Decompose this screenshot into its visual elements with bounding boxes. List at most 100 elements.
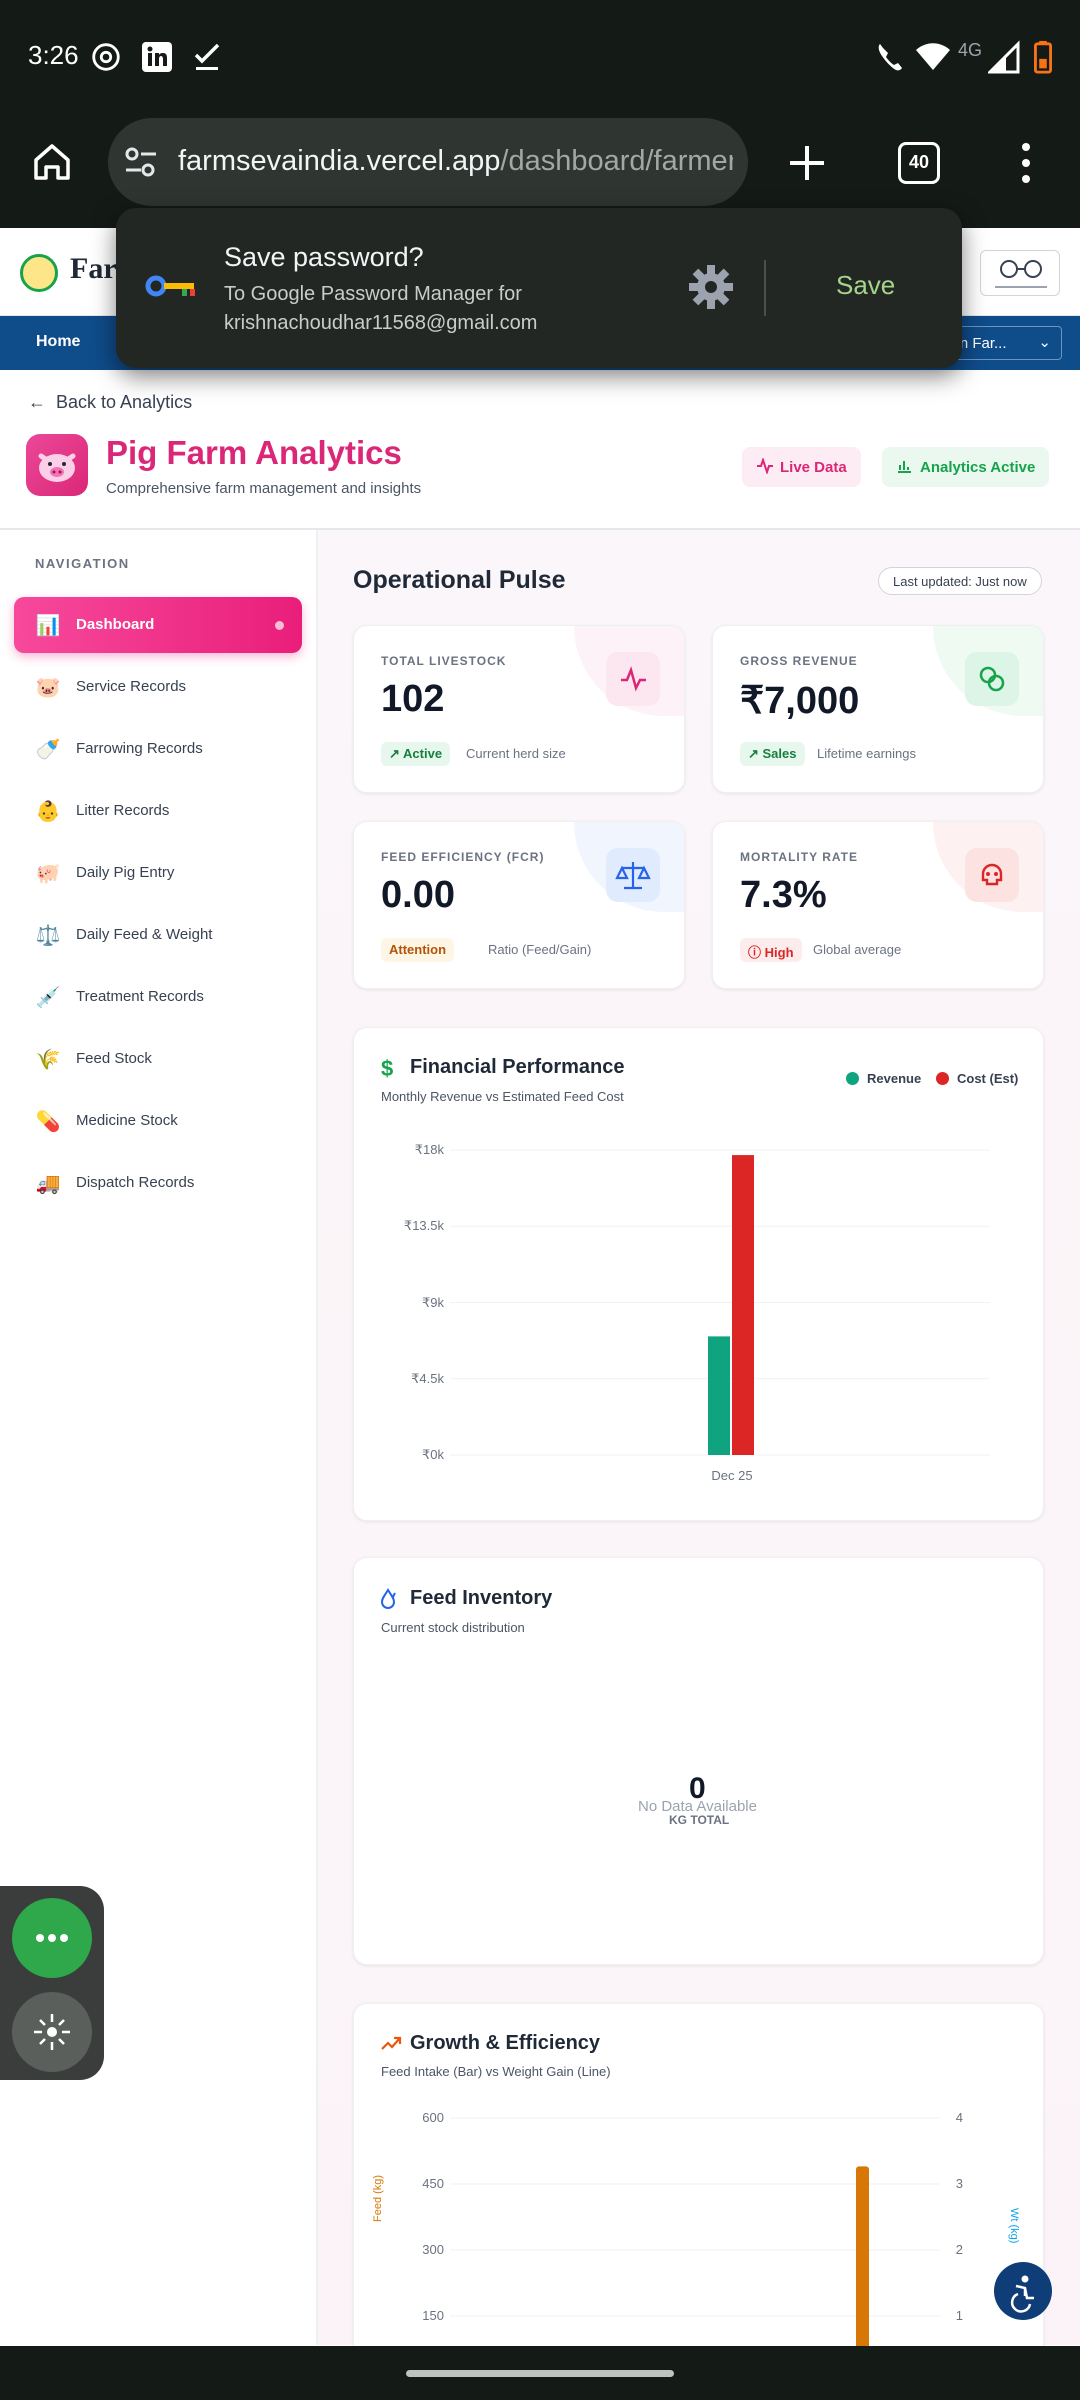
sidebar-item-label: Litter Records [76, 802, 170, 819]
y-tick-label: ₹0k [421, 1447, 444, 1462]
droplet-icon [380, 1588, 396, 1609]
sidebar-item-treatment-records[interactable]: 💉 Treatment Records [14, 969, 302, 1025]
badge-label: High [764, 945, 794, 960]
left-tick-label: 150 [422, 2308, 444, 2323]
gesture-handle[interactable] [406, 2370, 674, 2377]
trend-up-icon [381, 2036, 402, 2050]
feed-inventory-card [353, 1557, 1044, 1965]
growth-subtitle: Feed Intake (Bar) vs Weight Gain (Line) [381, 2064, 611, 2079]
gear-icon[interactable] [686, 262, 736, 312]
trend-up-icon: ↗ [748, 746, 763, 761]
save-password-title: Save password? [224, 242, 424, 272]
more-dots-icon [36, 1934, 68, 1942]
accessibility-icon [1010, 2275, 1034, 2313]
right-tick-label: 3 [955, 2176, 963, 2191]
checkmark-icon [194, 43, 220, 70]
live-data-label: Live Data [780, 459, 847, 476]
threads-icon [92, 43, 120, 71]
pulse-icon [757, 456, 773, 476]
url-text[interactable]: farmsevaindia.vercel.app/dashboard/farme… [178, 145, 733, 178]
farm-select[interactable]: wn Far... ⌄ [940, 326, 1062, 360]
feed-inventory-title: Feed Inventory [410, 1587, 553, 1609]
home-icon[interactable] [30, 140, 74, 184]
sidebar-item-dashboard[interactable]: 📊 Dashboard [14, 597, 302, 653]
stat-card-mortality: MORTALITY RATE 7.3% ⓘ High Global averag… [712, 821, 1044, 989]
battery-icon [1034, 40, 1052, 74]
y-tick-label: ₹13.5k [403, 1218, 444, 1234]
financial-subtitle: Monthly Revenue vs Estimated Feed Cost [381, 1089, 624, 1104]
financial-performance-card [353, 1027, 1044, 1521]
x-tick-label: Dec 25 [711, 1468, 752, 1480]
pig-face-icon: 🐖 [35, 863, 61, 885]
sidebar-item-daily-pig-entry[interactable]: 🐖 Daily Pig Entry [14, 845, 302, 901]
status-time: 3:26 [28, 40, 79, 70]
status-badge: Attention [381, 938, 455, 962]
sidebar-item-farrowing-records[interactable]: 🍼 Farrowing Records [14, 721, 302, 777]
right-tick-label: 2 [955, 2242, 963, 2257]
chat-bubble-button[interactable] [12, 1898, 92, 1978]
sidebar-item-litter-records[interactable]: 👶 Litter Records [14, 783, 302, 839]
syringe-icon: 💉 [35, 987, 61, 1009]
more-menu-icon[interactable] [1016, 140, 1036, 186]
bar-feed-intake[interactable] [856, 2166, 869, 2346]
dollar-icon: $ [381, 1056, 394, 1081]
arrow-left-icon: ← [28, 392, 46, 412]
sidebar-item-medicine-stock[interactable]: 💊 Medicine Stock [14, 1093, 302, 1149]
url-bar[interactable] [108, 118, 748, 206]
bar-revenue[interactable] [708, 1336, 730, 1455]
left-axis-label: Feed (kg) [372, 2174, 384, 2222]
inventory-total-unit: KG TOTAL [669, 1813, 730, 1827]
analytics-active-label: Analytics Active [920, 459, 1036, 476]
linkedin-icon [142, 42, 172, 72]
wifi-icon [916, 43, 950, 70]
tab-switcher-button[interactable]: 40 [898, 142, 940, 184]
save-password-subtitle: To Google Password Manager for krishnach… [224, 283, 538, 334]
stat-note: Lifetime earnings [817, 746, 916, 761]
site-settings-icon[interactable] [124, 146, 158, 178]
touch-icon [34, 2014, 70, 2050]
scale-icon: ⚖️ [35, 925, 61, 947]
site-brand[interactable]: Far [70, 252, 117, 285]
nav-home-link[interactable]: Home [36, 333, 81, 350]
sidebar-item-label: Medicine Stock [76, 1112, 178, 1129]
status-badge: ⓘ High [740, 938, 802, 962]
sidebar-item-daily-feed-weight[interactable]: ⚖️ Daily Feed & Weight [14, 907, 302, 963]
pill-icon: 💊 [35, 1111, 61, 1133]
sidebar-item-service-records[interactable]: 🐷 Service Records [14, 659, 302, 715]
stat-value: 0.00 [381, 874, 455, 916]
coins-icon [965, 652, 1019, 706]
sidebar-item-label: Dashboard [76, 616, 155, 633]
feed-inventory-subtitle: Current stock distribution [381, 1620, 525, 1635]
stat-card-livestock: TOTAL LIVESTOCK 102 ↗ Active Current her… [353, 625, 685, 793]
network-label: 4G [958, 40, 983, 60]
page-title: Pig Farm Analytics [106, 434, 402, 471]
tap-target-button[interactable] [12, 1992, 92, 2072]
pulse-title: Operational Pulse [353, 566, 566, 594]
url-path: /dashboard/farmer [500, 145, 733, 177]
no-data-text: No Data Available [638, 1798, 757, 1815]
header-divider [0, 528, 1080, 530]
back-to-analytics-link[interactable]: ← Back to Analytics [28, 392, 192, 413]
legend-swatch [846, 1072, 859, 1085]
accessibility-button[interactable] [994, 2262, 1052, 2320]
y-tick-label: ₹18k [414, 1142, 444, 1157]
stat-value: 7.3% [740, 874, 827, 916]
chart-icon: 📊 [35, 615, 61, 637]
save-password-popup: Save password? To Google Password Manage… [116, 208, 962, 368]
sidebar-item-dispatch-records[interactable]: 🚚 Dispatch Records [14, 1155, 302, 1211]
growth-efficiency-card [353, 2003, 1044, 2400]
bar-chart-icon [898, 461, 911, 473]
sidebar-item-feed-stock[interactable]: 🌾 Feed Stock [14, 1031, 302, 1087]
sidebar-heading: NAVIGATION [35, 556, 130, 571]
sidebar-item-label: Feed Stock [76, 1050, 152, 1067]
baby-bottle-icon: 🍼 [35, 739, 61, 761]
growth-title: Growth & Efficiency [410, 2032, 601, 2054]
stat-label: TOTAL LIVESTOCK [381, 654, 507, 668]
new-tab-icon[interactable] [786, 142, 828, 184]
analytics-active-badge: Analytics Active [882, 447, 1050, 487]
pig-icon: 🐷 [35, 677, 61, 699]
site-logo-icon [20, 254, 58, 292]
bar-cost-est-[interactable] [732, 1155, 754, 1455]
save-password-button[interactable]: Save [836, 270, 896, 300]
sidebar-item-label: Farrowing Records [76, 740, 203, 757]
